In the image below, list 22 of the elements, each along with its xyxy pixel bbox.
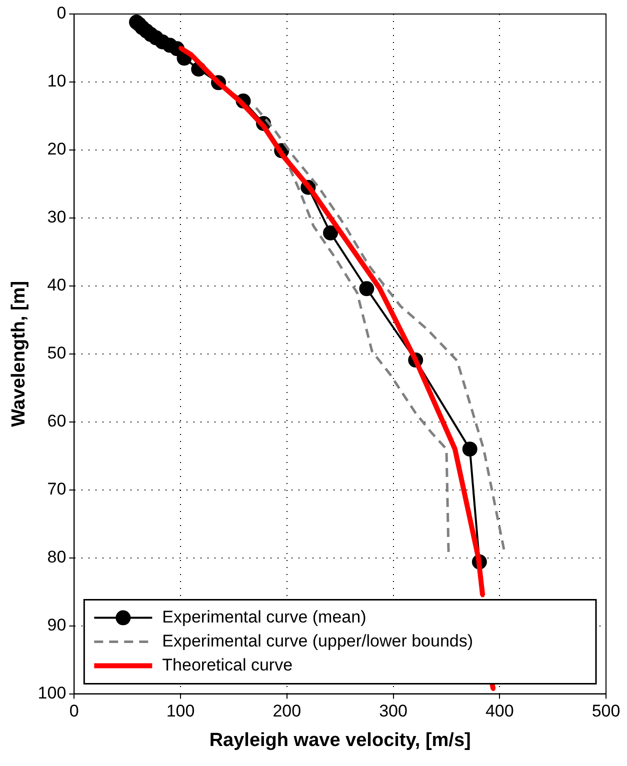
y-axis-title: Wavelength, [m] [8, 280, 30, 427]
legend-label: Theoretical curve [162, 655, 293, 674]
y-tick-label: 70 [47, 480, 66, 499]
x-tick-label: 200 [272, 702, 302, 721]
y-tick-label: 10 [47, 72, 66, 91]
y-tick-label: 50 [47, 344, 66, 363]
legend-label: Experimental curve (mean) [162, 607, 366, 626]
y-tick-label: 100 [38, 683, 66, 702]
x-tick-label: 400 [485, 702, 514, 721]
x-tick-label: 500 [592, 702, 620, 721]
x-axis-title: Rayleigh wave velocity, [m/s] [209, 730, 471, 751]
y-tick-label: 60 [47, 412, 66, 431]
y-tick-label: 30 [47, 208, 66, 227]
y-tick-label: 20 [47, 140, 66, 159]
x-tick-label: 0 [69, 702, 79, 721]
y-tick-label: 80 [47, 548, 66, 567]
x-tick-label: 100 [166, 702, 195, 721]
y-tick-label: 90 [47, 616, 66, 635]
y-tick-label: 0 [56, 4, 66, 23]
y-tick-label: 40 [47, 276, 66, 295]
x-tick-label: 300 [379, 702, 408, 721]
legend-label: Experimental curve (upper/lower bounds) [162, 631, 474, 650]
